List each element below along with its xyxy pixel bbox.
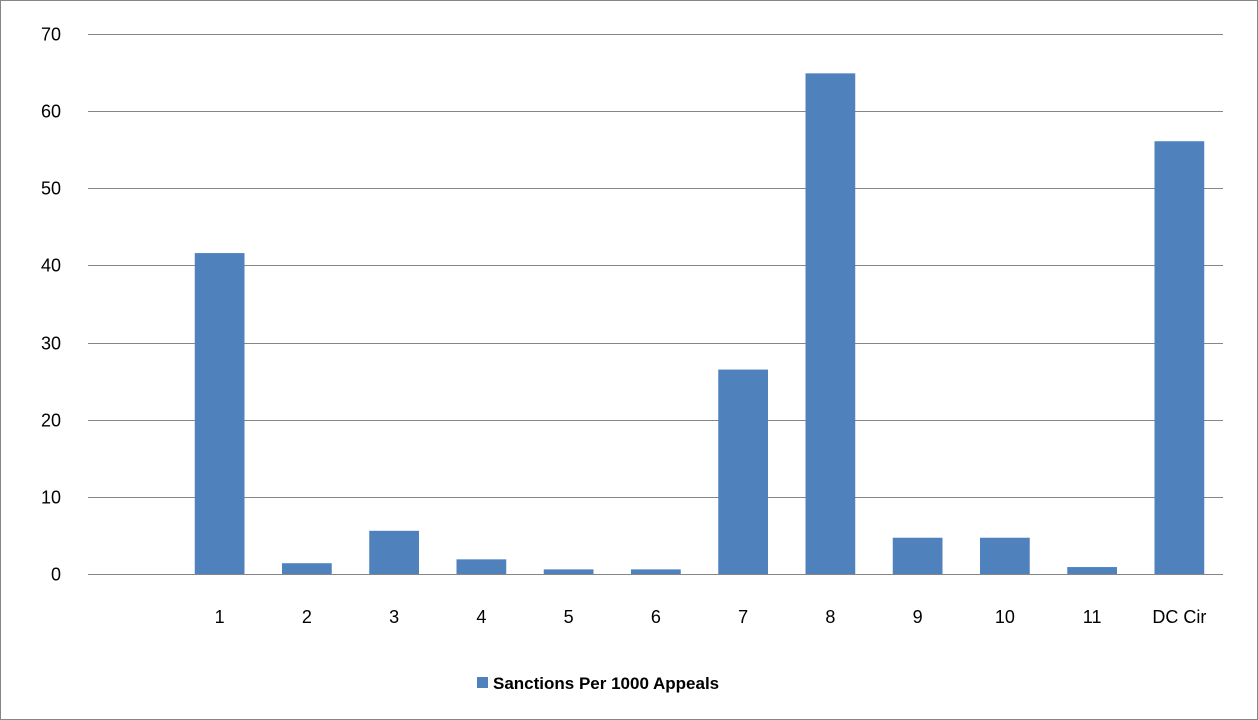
bar: [456, 559, 507, 574]
gridlines: [88, 34, 1223, 575]
legend: Sanctions Per 1000 Appeals: [477, 674, 719, 693]
y-tick-label: 40: [41, 256, 61, 276]
bar: [194, 253, 245, 575]
y-tick-label: 60: [41, 102, 61, 122]
bar: [1067, 567, 1117, 574]
bar: [805, 73, 856, 574]
y-tick-label: 10: [41, 488, 61, 508]
bar: [282, 563, 332, 574]
x-tick-label: 6: [651, 607, 661, 627]
bars: [194, 73, 1205, 575]
x-tick-label: DC Cir: [1152, 607, 1206, 627]
x-tick-label: 10: [995, 607, 1015, 627]
x-tick-label: 5: [564, 607, 574, 627]
y-tick-label: 70: [41, 25, 61, 45]
bar: [1154, 141, 1205, 574]
x-tick-label: 11: [1083, 607, 1102, 627]
y-axis-ticks: 0 10 20 30 40 50 60 70: [41, 25, 61, 585]
x-tick-label: 2: [302, 607, 312, 627]
y-tick-label: 30: [41, 334, 61, 354]
bar: [631, 569, 681, 574]
x-tick-label: 7: [738, 607, 748, 627]
bar: [892, 537, 943, 574]
y-tick-label: 50: [41, 179, 61, 199]
y-tick-label: 20: [41, 411, 61, 431]
bar: [980, 537, 1030, 574]
bar: [369, 530, 419, 574]
bar: [718, 369, 768, 574]
y-tick-label: 0: [51, 565, 61, 585]
x-tick-label: 4: [476, 607, 486, 627]
x-tick-label: 3: [389, 607, 399, 627]
x-tick-label: 1: [215, 607, 225, 627]
x-tick-label: 8: [825, 607, 835, 627]
x-axis-ticks: 1 2 3 4 5 6 7 8 9 10 11 DC Cir: [215, 607, 1207, 627]
legend-swatch: [477, 677, 488, 688]
x-tick-label: 9: [913, 607, 923, 627]
legend-label: Sanctions Per 1000 Appeals: [493, 674, 719, 693]
bar: [543, 569, 594, 574]
